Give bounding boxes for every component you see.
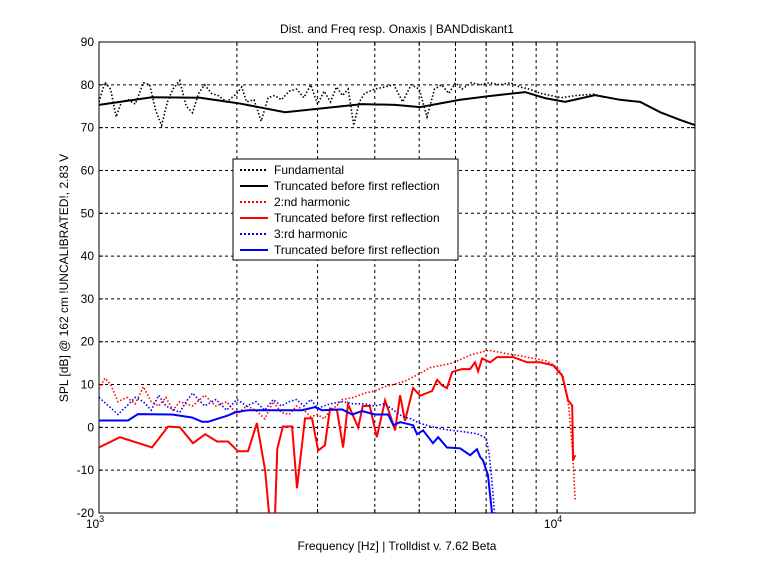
x-tick-label: 104 [544,514,562,531]
x-tick-label-exp: 3 [99,514,104,524]
y-tick-label: 50 [81,206,95,220]
legend-label-4: 3:rd harmonic [274,227,347,241]
y-tick-label: 0 [87,420,94,434]
y-tick-label: 20 [81,335,95,349]
legend-label-5: Truncated before first reflection [274,243,440,257]
grid [99,42,695,513]
series-group [99,78,695,513]
y-tick-label: 80 [81,78,95,92]
y-tick-label: -20 [77,506,95,520]
y-tick-label: 70 [81,121,95,135]
y-tick-label: 90 [81,35,95,49]
series-line-4 [99,391,496,513]
legend-box [232,158,459,261]
series-line-1 [99,91,695,127]
y-tick-label: 30 [81,292,95,306]
x-tick-label-exp: 4 [557,514,562,524]
plot-frame [98,41,696,514]
legend-label-0: Fundamental [274,163,344,177]
series-line-2 [99,349,576,501]
x-axis-label: Frequency [Hz] | Trolldist v. 7.62 Beta [298,539,497,553]
y-tick-label: -10 [77,463,95,477]
legend: Fundamental Truncated before first reflec… [232,158,459,261]
legend-label-3: Truncated before first reflection [274,211,440,225]
series-line-5 [99,406,493,513]
y-tick-label: 10 [81,378,95,392]
x-tick-label-base: 10 [544,517,558,531]
legend-label-2: 2:nd harmonic [274,195,350,209]
series-line-0 [99,78,607,129]
chart-title: Dist. and Freq resp. Onaxis | BANDdiskan… [280,22,514,36]
x-tick-label-base: 10 [86,517,100,531]
series-line-3 [99,356,577,513]
y-axis-label: SPL [dB] @ 162 cm !UNCALIBRATED!, 2.83 V [57,154,71,402]
y-tick-label: 60 [81,163,95,177]
y-tick-label: 40 [81,249,95,263]
legend-label-1: Truncated before first reflection [274,179,440,193]
x-tick-label: 103 [86,514,104,531]
